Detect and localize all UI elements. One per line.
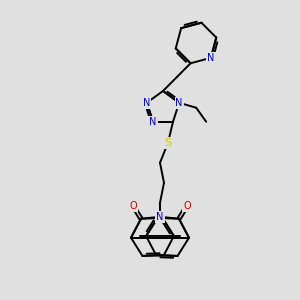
- Text: N: N: [143, 98, 151, 108]
- Text: S: S: [164, 138, 172, 148]
- Text: N: N: [176, 98, 183, 108]
- Text: N: N: [149, 117, 157, 127]
- Text: O: O: [183, 201, 191, 211]
- Text: N: N: [156, 212, 164, 222]
- Text: N: N: [207, 53, 214, 63]
- Text: O: O: [129, 201, 137, 211]
